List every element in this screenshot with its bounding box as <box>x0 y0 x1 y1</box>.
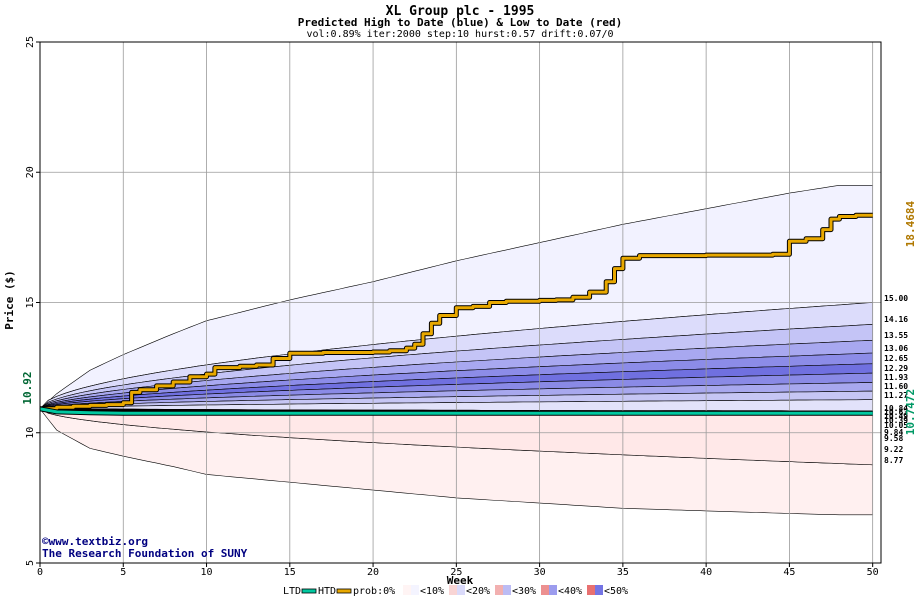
legend-label-prob-band: <10% <box>420 586 444 597</box>
right-quantile-label: 13.55 <box>884 331 908 340</box>
y-tick-label: 5 <box>25 560 36 566</box>
legend-swatch-red <box>541 585 549 595</box>
legend-label-prob-band: <20% <box>466 586 490 597</box>
legend-label-prob-band: <40% <box>558 586 582 597</box>
legend-swatch-blue <box>549 585 557 595</box>
x-tick-label: 20 <box>367 567 379 578</box>
chart-subtitle: Predicted High to Date (blue) & Low to D… <box>298 16 623 29</box>
right-quantile-label: 14.16 <box>884 315 908 324</box>
y-tick-label: 25 <box>25 36 36 48</box>
legend-swatch-ltd <box>301 588 317 594</box>
x-tick-label: 10 <box>201 567 213 578</box>
y-axis-label: Price ($) <box>3 270 16 330</box>
legend-swatch-red <box>495 585 503 595</box>
x-axis-ticks: 0 5 10 15 20 25 30 35 40 45 50 <box>37 563 879 578</box>
legend-label-prob-band: <30% <box>512 586 536 597</box>
right-quantile-label: 8.77 <box>884 456 903 465</box>
legend-label-prob: prob:0% <box>353 586 395 597</box>
right-quantile-label: 10.05 <box>884 421 908 430</box>
legend-swatch-red <box>403 585 411 595</box>
right-quantile-label: 12.65 <box>884 354 908 363</box>
x-tick-label: 25 <box>450 567 462 578</box>
grid-lines <box>40 41 881 564</box>
right-quantile-label: 15.00 <box>884 294 908 303</box>
legend-swatch-red <box>449 585 457 595</box>
right-quantile-label: 9.58 <box>884 434 903 443</box>
right-quantile-label: 13.06 <box>884 344 908 353</box>
y-axis-ticks: 5 10 15 20 25 <box>25 36 40 566</box>
chart-title: XL Group plc - 1995 <box>386 4 535 19</box>
right-quantile-label: 11.93 <box>884 373 908 382</box>
credit-org: The Research Foundation of SUNY <box>42 547 248 560</box>
right-quantile-label: 9.84 <box>884 428 903 437</box>
x-tick-label: 15 <box>284 567 296 578</box>
chart-params: vol:0.89% iter:2000 step:10 hurst:0.57 d… <box>306 29 613 40</box>
right-quantile-label: 10.39 <box>884 416 908 425</box>
x-tick-label: 40 <box>700 567 712 578</box>
legend-label-prob-band: <50% <box>604 586 628 597</box>
legend-swatch-blue <box>457 585 465 595</box>
start-value-label: 10.92 <box>21 371 34 404</box>
legend-swatch-blue <box>503 585 511 595</box>
y-tick-label: 15 <box>25 296 36 308</box>
series-line-ltd <box>39 407 873 415</box>
right-quantile-label: 12.29 <box>884 364 908 373</box>
y-tick-label: 10 <box>25 427 36 439</box>
right-quantile-label: 10.63 <box>884 408 908 417</box>
right-quantile-labels: 15.00 14.16 13.55 13.0612.6512.2911.9311.60… <box>884 294 908 465</box>
x-tick-label: 5 <box>120 567 126 578</box>
right-quantile-label: 10.49 <box>884 412 908 421</box>
end-high-value-label: 18.4684 <box>904 200 917 247</box>
right-quantile-label: 11.60 <box>884 382 908 391</box>
legend-swatch-red <box>587 585 595 595</box>
legend-swatch-blue <box>411 585 419 595</box>
right-quantile-label: 10.84 <box>884 404 908 413</box>
legend-label-ltd: LTD <box>283 586 301 597</box>
x-tick-label: 50 <box>867 567 879 578</box>
y-tick-label: 20 <box>25 166 36 178</box>
series-lines <box>39 212 873 416</box>
x-tick-label: 0 <box>37 567 43 578</box>
plot-area <box>39 41 882 564</box>
right-quantile-label: 9.22 <box>884 445 903 454</box>
x-axis-label: Week <box>447 574 474 587</box>
legend: LTD HTD prob:0% <10% <20% <30% <40% <50% <box>283 585 628 597</box>
right-quantile-label: 11.27 <box>884 391 908 400</box>
legend-swatch-htd <box>336 588 352 594</box>
legend-label-htd: HTD <box>318 586 336 597</box>
credit-url: ©www.textbiz.org <box>42 535 148 548</box>
x-tick-label: 45 <box>783 567 795 578</box>
legend-swatch-blue <box>595 585 603 595</box>
x-tick-label: 35 <box>617 567 629 578</box>
end-low-value-label: 10.7472 <box>904 389 917 435</box>
x-tick-label: 30 <box>534 567 546 578</box>
series-line-htd <box>40 213 873 411</box>
